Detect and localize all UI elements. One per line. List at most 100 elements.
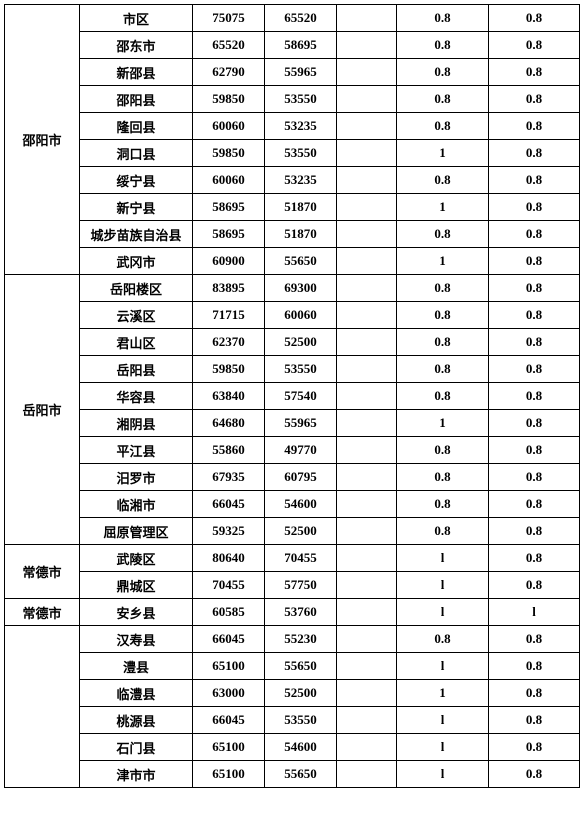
value-cell-5: 0.8 <box>489 5 580 32</box>
value-cell-2: 49770 <box>265 437 337 464</box>
value-cell-1: 58695 <box>193 221 265 248</box>
table-row: 新宁县586955187010.8 <box>5 194 580 221</box>
value-cell-1: 66045 <box>193 491 265 518</box>
table-row: 新邵县62790559650.80.8 <box>5 59 580 86</box>
value-cell-4: 0.8 <box>397 518 489 545</box>
table-row: 武冈市609005565010.8 <box>5 248 580 275</box>
value-cell-4: 1 <box>397 140 489 167</box>
data-table: 邵阳市市区75075655200.80.8邵东市65520586950.80.8… <box>4 4 580 788</box>
value-cell-4: l <box>397 599 489 626</box>
table-body: 邵阳市市区75075655200.80.8邵东市65520586950.80.8… <box>5 5 580 788</box>
value-cell-2: 54600 <box>265 491 337 518</box>
district-cell: 华容县 <box>80 383 193 410</box>
value-cell-5: 0.8 <box>489 572 580 599</box>
value-cell-2: 60060 <box>265 302 337 329</box>
value-cell-2: 51870 <box>265 221 337 248</box>
table-row: 邵阳市市区75075655200.80.8 <box>5 5 580 32</box>
value-cell-4: 1 <box>397 680 489 707</box>
value-cell-5: 0.8 <box>489 680 580 707</box>
value-cell-2: 53550 <box>265 707 337 734</box>
value-cell-3 <box>337 464 397 491</box>
district-cell: 鼎城区 <box>80 572 193 599</box>
value-cell-2: 55650 <box>265 248 337 275</box>
district-cell: 洞口县 <box>80 140 193 167</box>
value-cell-1: 62370 <box>193 329 265 356</box>
table-row: 临湘市6604554600 0.80.8 <box>5 491 580 518</box>
value-cell-1: 59850 <box>193 140 265 167</box>
value-cell-1: 66045 <box>193 707 265 734</box>
value-cell-1: 75075 <box>193 5 265 32</box>
district-cell: 岳阳县 <box>80 356 193 383</box>
district-cell: 武陵区 <box>80 545 193 572</box>
value-cell-4: l <box>397 761 489 788</box>
value-cell-5: 0.8 <box>489 275 580 302</box>
value-cell-4: 1 <box>397 410 489 437</box>
value-cell-5: 0.8 <box>489 194 580 221</box>
value-cell-3 <box>337 221 397 248</box>
value-cell-2: 55230 <box>265 626 337 653</box>
value-cell-4: 1 <box>397 248 489 275</box>
value-cell-4: 0.8 <box>397 491 489 518</box>
value-cell-1: 67935 <box>193 464 265 491</box>
value-cell-2: 51870 <box>265 194 337 221</box>
value-cell-1: 60060 <box>193 167 265 194</box>
value-cell-5: 0.8 <box>489 410 580 437</box>
value-cell-4: l <box>397 572 489 599</box>
table-row: 云溪区71715600600.80.8 <box>5 302 580 329</box>
value-cell-2: 52500 <box>265 329 337 356</box>
value-cell-2: 60795 <box>265 464 337 491</box>
value-cell-3 <box>337 410 397 437</box>
value-cell-4: 0.8 <box>397 275 489 302</box>
value-cell-5: 0.8 <box>489 59 580 86</box>
value-cell-1: 65100 <box>193 734 265 761</box>
value-cell-1: 59850 <box>193 356 265 383</box>
district-cell: 汨罗市 <box>80 464 193 491</box>
value-cell-1: 58695 <box>193 194 265 221</box>
value-cell-3 <box>337 86 397 113</box>
table-row: 湘阴县646805596510.8 <box>5 410 580 437</box>
value-cell-4: 0.8 <box>397 113 489 140</box>
value-cell-5: 0.8 <box>489 302 580 329</box>
district-cell: 市区 <box>80 5 193 32</box>
value-cell-3 <box>337 599 397 626</box>
value-cell-1: 70455 <box>193 572 265 599</box>
value-cell-1: 65100 <box>193 653 265 680</box>
table-row: 常德市武陵区8064070455l0.8 <box>5 545 580 572</box>
value-cell-5: 0.8 <box>489 707 580 734</box>
district-cell: 邵阳县 <box>80 86 193 113</box>
value-cell-5: 0.8 <box>489 734 580 761</box>
table-row: 绥宁县60060532350.80.8 <box>5 167 580 194</box>
table-row: 城步苗族自治县58695518700.80.8 <box>5 221 580 248</box>
table-row: 常德市安乡县6058553760ll <box>5 599 580 626</box>
value-cell-4: 0.8 <box>397 626 489 653</box>
value-cell-2: 53235 <box>265 113 337 140</box>
table-row: 华容县63840575400.80.8 <box>5 383 580 410</box>
table-row: 澧县6510055650l0.8 <box>5 653 580 680</box>
value-cell-3 <box>337 626 397 653</box>
value-cell-3 <box>337 194 397 221</box>
city-cell: 常德市 <box>5 545 80 599</box>
value-cell-1: 60585 <box>193 599 265 626</box>
value-cell-2: 57750 <box>265 572 337 599</box>
value-cell-1: 80640 <box>193 545 265 572</box>
district-cell: 绥宁县 <box>80 167 193 194</box>
district-cell: 武冈市 <box>80 248 193 275</box>
table-row: 汉寿县66045552300.80.8 <box>5 626 580 653</box>
table-row: 岳阳县59850535500.80.8 <box>5 356 580 383</box>
district-cell: 临湘市 <box>80 491 193 518</box>
value-cell-2: 55650 <box>265 761 337 788</box>
value-cell-5: 0.8 <box>489 491 580 518</box>
value-cell-4: 0.8 <box>397 383 489 410</box>
value-cell-1: 55860 <box>193 437 265 464</box>
district-cell: 城步苗族自治县 <box>80 221 193 248</box>
district-cell: 石门县 <box>80 734 193 761</box>
value-cell-3 <box>337 248 397 275</box>
value-cell-5: 0.8 <box>489 653 580 680</box>
value-cell-3 <box>337 140 397 167</box>
city-cell <box>5 626 80 788</box>
value-cell-3 <box>337 707 397 734</box>
value-cell-5: 0.8 <box>489 167 580 194</box>
table-row: 岳阳市岳阳楼区83895693000.80.8 <box>5 275 580 302</box>
value-cell-2: 52500 <box>265 680 337 707</box>
value-cell-1: 64680 <box>193 410 265 437</box>
